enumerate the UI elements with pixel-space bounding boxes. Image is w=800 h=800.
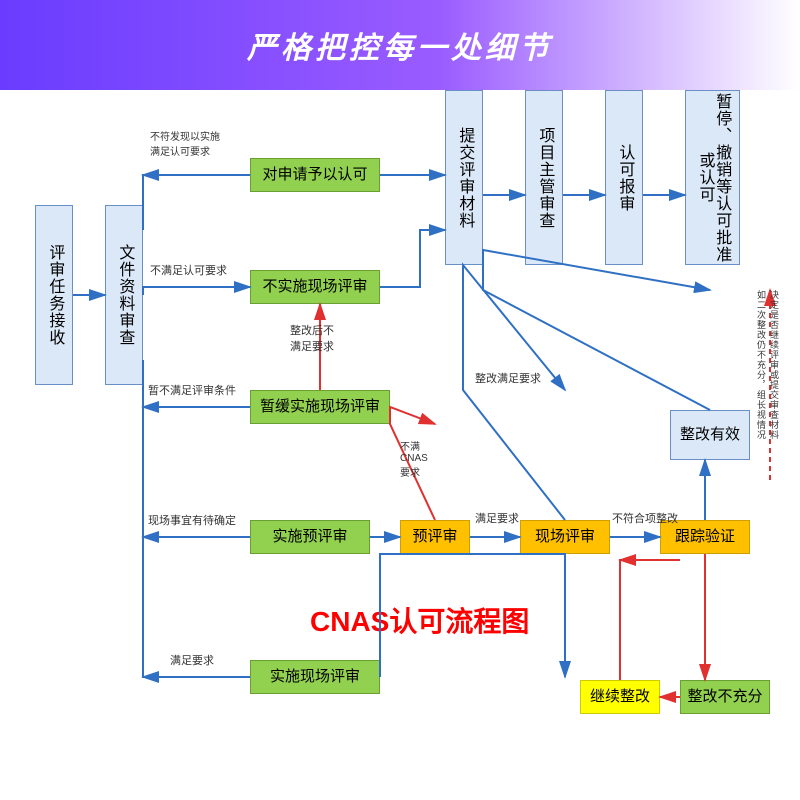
node-n12: 继续整改 bbox=[580, 680, 660, 714]
edge-label-l4: 现场事宜有待确定 bbox=[148, 512, 236, 528]
node-label: 继续整改 bbox=[586, 687, 654, 707]
node-label: 暂缓实施现场评审 bbox=[256, 397, 384, 417]
node-n3: 对申请予以认可 bbox=[250, 158, 380, 192]
banner-text: 严格把控每一处细节 bbox=[247, 23, 553, 67]
node-label: 现场评审 bbox=[531, 527, 599, 547]
node-n9: 现场评审 bbox=[520, 520, 610, 554]
edge-label-l6: 整改后不 满足要求 bbox=[290, 322, 334, 354]
edge-label-l2: 不满足认可要求 bbox=[150, 262, 227, 278]
node-n1: 评审任务接收 bbox=[35, 205, 73, 385]
node-label: 文件资料审查 bbox=[116, 244, 133, 346]
diagram-title: CNAS认可流程图 bbox=[310, 600, 529, 640]
node-n4: 不实施现场评审 bbox=[250, 270, 380, 304]
node-n8: 预评审 bbox=[400, 520, 470, 554]
node-label: 认可报审 bbox=[616, 144, 633, 212]
node-n14: 提交评审材料 bbox=[445, 90, 483, 265]
node-n15: 项目主管审查 bbox=[525, 90, 563, 265]
edge-label-l8: 整改满足要求 bbox=[475, 370, 541, 386]
node-label: 实施预评审 bbox=[268, 527, 351, 547]
node-n2: 文件资料审查 bbox=[105, 205, 143, 385]
top-banner: 严格把控每一处细节 bbox=[0, 0, 800, 90]
node-n13: 整改不充分 bbox=[680, 680, 770, 714]
edge-label-l10: 不符合项整改 bbox=[612, 510, 678, 526]
node-label: 实施现场评审 bbox=[266, 667, 364, 687]
node-label: 整改不充分 bbox=[683, 687, 766, 707]
node-label: 对申请予以认可 bbox=[258, 165, 371, 185]
edge-label-l3: 暂不满足评审条件 bbox=[148, 382, 236, 398]
node-label: 暂停、撤销等认可批准或认可 bbox=[696, 91, 730, 264]
node-label: 评审任务接收 bbox=[46, 244, 63, 346]
edge-label-l9: 满足要求 bbox=[475, 510, 519, 526]
edge-label-l1: 不符发现以实施 满足认可要求 bbox=[150, 128, 220, 158]
node-n17: 暂停、撤销等认可批准或认可 bbox=[685, 90, 740, 265]
node-label: 预评审 bbox=[408, 527, 461, 547]
node-n11: 整改有效 bbox=[670, 410, 750, 460]
edge-label-l12: 决定是否继续评审或提交审查材料 bbox=[768, 290, 781, 440]
node-label: 项目主管审查 bbox=[536, 127, 553, 229]
node-n7: 实施现场评审 bbox=[250, 660, 380, 694]
edge-label-l7: 不满 CNAS 要求 bbox=[400, 438, 428, 479]
node-n5: 暂缓实施现场评审 bbox=[250, 390, 390, 424]
edge-label-l5: 满足要求 bbox=[170, 652, 214, 668]
node-label: 跟踪验证 bbox=[671, 527, 739, 547]
node-n16: 认可报审 bbox=[605, 90, 643, 265]
node-n6: 实施预评审 bbox=[250, 520, 370, 554]
node-label: 整改有效 bbox=[676, 425, 744, 445]
node-label: 提交评审材料 bbox=[456, 127, 473, 229]
edge-label-l11: 如二次整改仍不充分，组长视情况 bbox=[755, 290, 768, 440]
node-label: 不实施现场评审 bbox=[258, 277, 371, 297]
